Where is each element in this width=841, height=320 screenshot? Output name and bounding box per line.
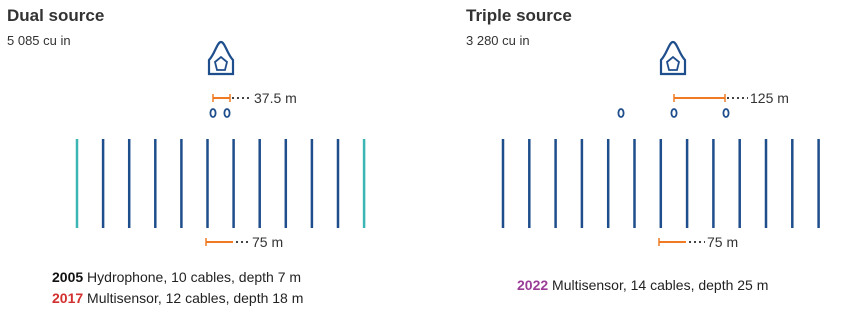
ship-icon [659,40,687,76]
air-gun-source [209,108,217,118]
dual-source-panel: Dual source 5 085 cu in 37.5 m 75 m 2005… [0,0,420,320]
caption-year: 2022 [517,277,549,293]
panel-volume: 5 085 cu in [7,33,71,48]
air-gun-source [670,108,678,118]
triple-source-diagram: 125 m 75 m [501,40,820,250]
caption-text: Hydrophone, 10 cables, depth 7 m [83,269,302,285]
caption-2005: 2005 Hydrophone, 10 cables, depth 7 m [52,269,301,285]
cable-separation-label: 75 m [707,234,738,250]
cable-separation-marker: 75 m [205,234,283,250]
ship-icon [207,40,235,76]
caption-year: 2005 [52,269,84,285]
air-gun-source [722,108,730,118]
caption-2022: 2022 Multisensor, 14 cables, depth 25 m [517,277,768,293]
cable-separation-label: 75 m [252,234,283,250]
panel-volume: 3 280 cu in [466,33,530,48]
caption-text: Multisensor, 12 cables, depth 18 m [83,290,304,306]
triple-source-panel: Triple source 3 280 cu in 125 m 75 m 202… [420,0,841,320]
source-separation-label: 125 m [750,90,789,106]
dual-source-diagram: 37.5 m 75 m [75,40,366,250]
air-gun-source [617,108,625,118]
source-separation-label: 37.5 m [254,90,297,106]
caption-text: Multisensor, 14 cables, depth 25 m [548,277,769,293]
panel-title: Dual source [7,6,105,25]
source-separation-marker: 125 m [673,90,789,106]
panel-title: Triple source [466,6,572,25]
air-gun-source [223,108,231,118]
cable-separation-marker: 75 m [658,234,738,250]
source-separation-marker: 37.5 m [212,90,297,106]
caption-2017: 2017 Multisensor, 12 cables, depth 18 m [52,290,303,306]
caption-year: 2017 [52,290,84,306]
